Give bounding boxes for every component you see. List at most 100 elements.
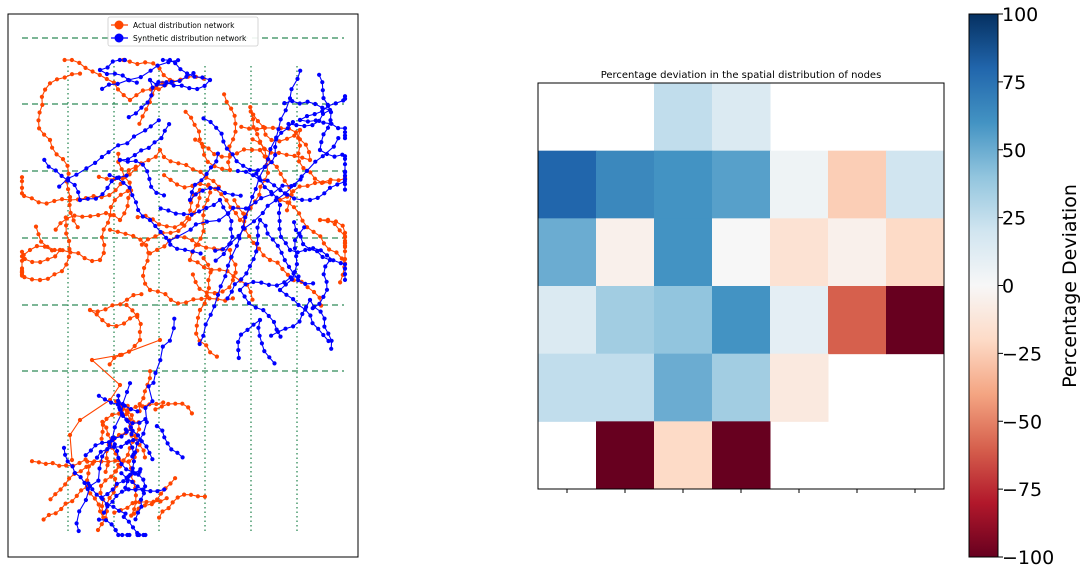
actual-node [64, 463, 69, 468]
synthetic-node [160, 344, 165, 349]
actual-node [157, 515, 162, 520]
synthetic-node [119, 471, 124, 476]
synthetic-node [342, 162, 348, 167]
synthetic-node [78, 475, 83, 480]
heatmap-cell [538, 353, 597, 422]
synthetic-node [290, 99, 295, 104]
synthetic-node [236, 348, 241, 353]
synthetic-node [130, 479, 135, 484]
synthetic-node [283, 241, 288, 246]
actual-node [128, 316, 133, 321]
actual-node [232, 198, 237, 203]
synthetic-node [180, 455, 185, 460]
synthetic-node [141, 477, 146, 482]
synthetic-node [320, 88, 325, 93]
actual-node [58, 221, 63, 226]
synthetic-node [321, 120, 326, 125]
synthetic-node [225, 263, 231, 268]
synthetic-node [88, 448, 93, 453]
actual-node [153, 154, 158, 159]
synthetic-node [283, 108, 288, 113]
actual-node [195, 315, 201, 320]
actual-node [59, 197, 65, 202]
synthetic-node [90, 487, 95, 492]
synthetic-node [131, 134, 137, 139]
actual-node [116, 151, 121, 156]
actual-node [95, 527, 101, 533]
actual-edge [55, 212, 121, 230]
synthetic-node [296, 274, 301, 279]
synthetic-node [277, 226, 282, 232]
synthetic-node [277, 202, 283, 208]
actual-node [291, 205, 297, 210]
actual-node [66, 254, 71, 259]
synthetic-node [336, 136, 341, 141]
synthetic-node [274, 327, 279, 332]
actual-node [132, 343, 137, 349]
actual-node [175, 495, 180, 500]
synthetic-node [265, 178, 270, 183]
actual-node [239, 124, 244, 129]
synthetic-node [160, 57, 165, 63]
actual-node [37, 126, 42, 131]
actual-node [64, 223, 69, 228]
actual-node [131, 293, 136, 298]
actual-node [182, 492, 187, 497]
actual-node [135, 314, 140, 319]
synthetic-node [247, 264, 252, 269]
synthetic-node [331, 258, 336, 263]
actual-node [193, 137, 198, 142]
synthetic-node [259, 341, 264, 346]
actual-node [188, 492, 194, 497]
actual-node [190, 272, 195, 277]
synthetic-node [76, 190, 81, 195]
synthetic-node [216, 218, 222, 223]
actual-node [233, 211, 238, 216]
actual-node [103, 307, 108, 312]
synthetic-node [96, 478, 101, 483]
synthetic-node [342, 136, 348, 141]
synthetic-node [171, 83, 176, 88]
synthetic-node [294, 262, 299, 267]
actual-node [231, 137, 236, 142]
actual-node [80, 214, 85, 219]
synthetic-node [211, 202, 216, 208]
synthetic-node [255, 225, 260, 230]
actual-node [100, 429, 105, 434]
actual-node [111, 213, 116, 218]
synthetic-node [117, 508, 122, 513]
synthetic-node [76, 528, 81, 534]
synthetic-node [130, 466, 135, 471]
colorbar-label: Percentage Deviation [1059, 184, 1081, 388]
actual-node [172, 225, 177, 230]
actual-node [208, 190, 213, 195]
synthetic-node [140, 214, 145, 219]
actual-node [125, 505, 130, 510]
synthetic-node [235, 168, 240, 174]
synthetic-node [135, 409, 140, 414]
synthetic-node [257, 217, 263, 223]
synthetic-node [342, 94, 348, 99]
synthetic-node [131, 459, 136, 464]
synthetic-node [151, 380, 156, 385]
heatmap-cell [712, 353, 771, 422]
synthetic-node [263, 223, 268, 228]
synthetic-node [255, 233, 261, 238]
synthetic-node [265, 203, 270, 208]
actual-node [141, 448, 146, 453]
actual-node [197, 137, 202, 142]
actual-node [67, 476, 72, 481]
synthetic-node [97, 67, 103, 73]
actual-node [104, 76, 109, 82]
synthetic-node [266, 157, 271, 162]
actual-node [194, 323, 199, 328]
synthetic-node [342, 262, 348, 267]
actual-node [291, 189, 296, 194]
synthetic-node [270, 237, 275, 242]
synthetic-node [150, 399, 155, 404]
actual-node [241, 211, 246, 216]
actual-node [220, 289, 225, 294]
actual-node [125, 203, 130, 209]
synthetic-node [143, 532, 148, 538]
synthetic-node [219, 131, 224, 136]
